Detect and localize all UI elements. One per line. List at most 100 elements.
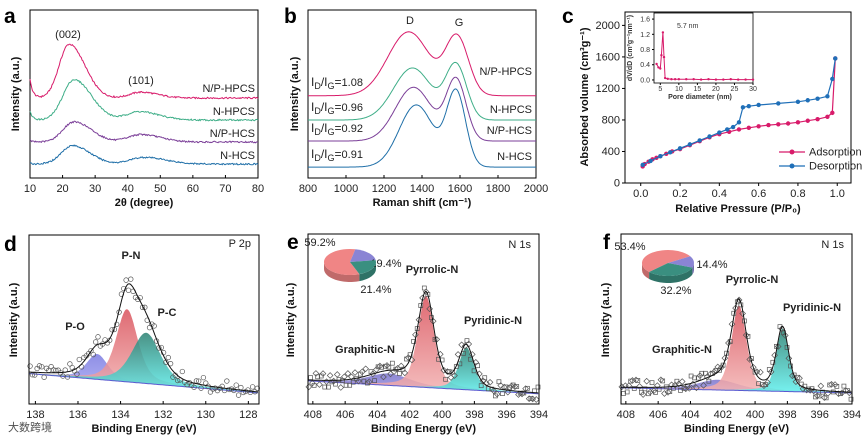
panel-letter-d: d	[4, 233, 17, 256]
pie-slice-pyridinic-n	[649, 263, 693, 276]
inset-peak-label: 5.7 nm	[677, 23, 699, 30]
xps-data-point	[464, 338, 470, 344]
raman-x-tick-label: 1800	[486, 183, 510, 195]
panel-letter-b: b	[284, 5, 297, 28]
bet-data-point	[785, 121, 791, 126]
xps-data-point	[429, 317, 437, 325]
ratio-part: I	[311, 147, 314, 161]
bet-data-point	[640, 162, 645, 168]
xps-data-point	[64, 374, 71, 380]
xps-data-point	[728, 320, 736, 328]
xps-x-tick-label: 394	[843, 409, 861, 421]
raman-g-band-label: G	[455, 17, 464, 29]
xps-data-point	[373, 366, 380, 373]
xps-data-point	[653, 390, 658, 395]
xps-data-point	[333, 371, 341, 378]
pie-slice-pyridinic-n	[350, 260, 376, 275]
xps-data-point	[510, 382, 516, 388]
xps-data-point	[93, 339, 99, 345]
xps-x-tick-label: 406	[649, 409, 667, 421]
xps-data-point	[493, 393, 498, 399]
xps-data-point	[330, 377, 338, 385]
bet-data-point	[795, 99, 801, 105]
inset-data-point	[685, 77, 688, 81]
xps-y-axis-label: Intensity (a.u.)	[285, 282, 297, 357]
xrd-y-axis-label: Intensity (a.u.)	[10, 56, 22, 131]
xps-data-point	[233, 382, 239, 388]
xps-data-point	[421, 285, 427, 291]
xps-data-point	[191, 384, 197, 390]
xps-data-point	[760, 382, 768, 389]
xps-data-point	[490, 387, 497, 395]
bet-data-point	[697, 138, 702, 143]
inset-x-tick-label: 5	[658, 86, 662, 93]
bet-data-point	[658, 154, 663, 159]
xps-data-point	[200, 374, 207, 381]
xps-data-point	[224, 378, 230, 384]
xps-data-point	[249, 384, 256, 390]
xps-data-point	[830, 389, 836, 395]
xps-data-point	[692, 375, 698, 381]
xps-data-point	[732, 304, 739, 312]
xps-data-point	[831, 381, 839, 388]
inset-x-axis-label: Pore diameter (nm)	[668, 94, 732, 101]
xps-component-label: Pyridinic-N	[464, 315, 522, 327]
inset-y-tick-label: 1.6	[640, 17, 650, 24]
xrd-x-tick-label: 40	[122, 183, 134, 195]
xps-data-point	[699, 370, 705, 376]
xps-x-tick-label: 128	[239, 409, 257, 421]
xrd-series-label: N-HCS	[220, 150, 255, 162]
pie-percent-label: 21.4%	[360, 284, 391, 296]
xps-data-point	[27, 363, 33, 369]
bet-data-point	[825, 114, 830, 120]
ratio-part: =	[335, 75, 342, 89]
inset-data-point	[661, 31, 665, 34]
ratio-part: D	[314, 106, 321, 116]
raman-x-axis-label: Raman shift (cm⁻¹)	[373, 197, 472, 209]
xps-data-point	[198, 385, 204, 391]
pie-percent-label: 53.4%	[614, 241, 645, 253]
ratio-part: /I	[321, 75, 328, 89]
inset-data-point	[660, 54, 663, 57]
bet-data-point	[717, 130, 722, 135]
pie-slice-side	[324, 262, 360, 282]
bet-data-point	[830, 76, 835, 82]
legend-label: Adsorption	[809, 147, 862, 159]
xps-data-point	[681, 386, 687, 391]
pie-slice-side	[642, 263, 650, 279]
pie-percent-label: 19.4%	[370, 258, 401, 270]
xps-data-point	[123, 277, 129, 283]
bet-y-tick-label: 1200	[596, 83, 620, 95]
xrd-peak-002-label: (002)	[55, 29, 81, 41]
inset-data-point	[729, 77, 732, 81]
xps-data-point	[109, 327, 115, 333]
ratio-part: =	[335, 121, 342, 135]
ratio-part: G	[328, 106, 335, 116]
xps-data-point	[493, 390, 501, 398]
watermark-logo: 大数跨境	[8, 420, 52, 434]
xps-data-point	[326, 372, 334, 379]
xps-data-point	[845, 389, 853, 397]
ratio-part: =	[335, 147, 342, 161]
ratio-part: I	[311, 75, 314, 89]
id-ig-value: 0.91	[342, 149, 363, 161]
ratio-part: /I	[321, 121, 328, 135]
ratio-part: G	[328, 153, 335, 163]
xps-data-point	[179, 368, 185, 375]
xps-data-point	[67, 361, 73, 367]
xps-data-point	[326, 384, 331, 390]
xrd-x-axis-label: 2θ (degree)	[115, 197, 174, 209]
xps-x-tick-label: 398	[465, 409, 483, 421]
xps-data-point	[702, 370, 708, 376]
xrd-x-tick-label: 60	[187, 183, 199, 195]
raman-series-line	[308, 31, 536, 97]
pie-slice-graphitic-n	[668, 256, 694, 268]
xrd-x-tick-label: 70	[219, 183, 231, 195]
xps-data-point	[411, 339, 416, 344]
xps-data-point	[532, 396, 540, 403]
xps-x-tick-label: 404	[368, 409, 386, 421]
xps-data-point	[661, 390, 668, 397]
xps-component-label: Pyridinic-N	[783, 302, 841, 314]
xps-data-point	[646, 391, 651, 397]
bet-y-tick-label: 400	[602, 146, 620, 158]
